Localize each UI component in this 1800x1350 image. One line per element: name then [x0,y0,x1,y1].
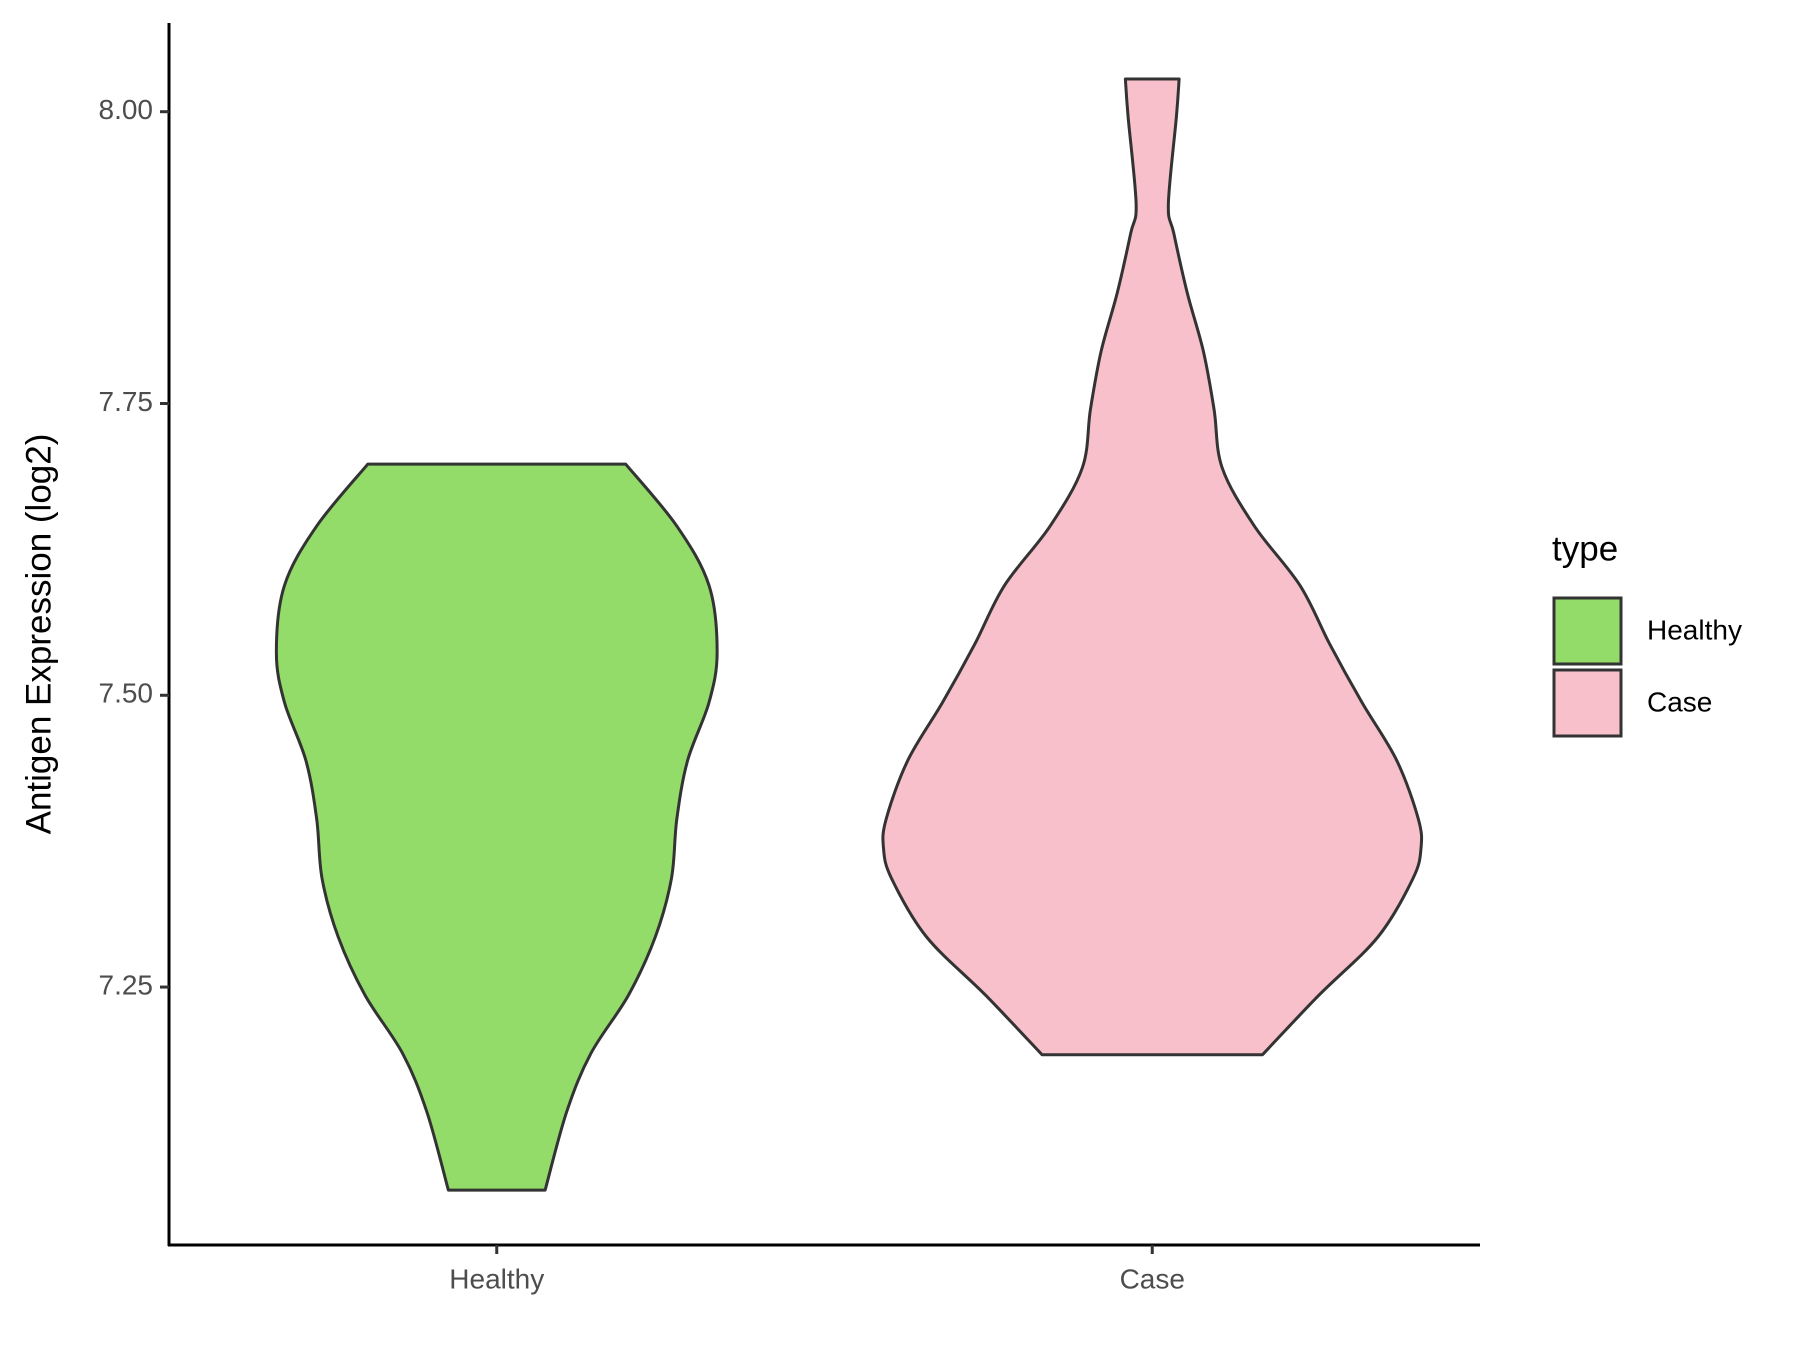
legend-label: Healthy [1647,614,1742,645]
y-tick-label: 7.25 [99,969,154,1000]
legend-key [1552,596,1623,666]
violin [274,462,719,1192]
y-axis-title: Antigen Expression (log2) [19,434,58,835]
y-tick-label: 8.00 [99,94,154,125]
legend-title: type [1552,529,1618,568]
x-tick-label: Case [1120,1263,1185,1294]
x-tick-label: Healthy [449,1263,544,1294]
y-tick-label: 7.75 [99,386,154,417]
legend-label: Case [1647,686,1712,717]
violin [881,77,1424,1057]
legend-key [1552,668,1623,738]
y-tick-label: 7.50 [99,678,154,709]
